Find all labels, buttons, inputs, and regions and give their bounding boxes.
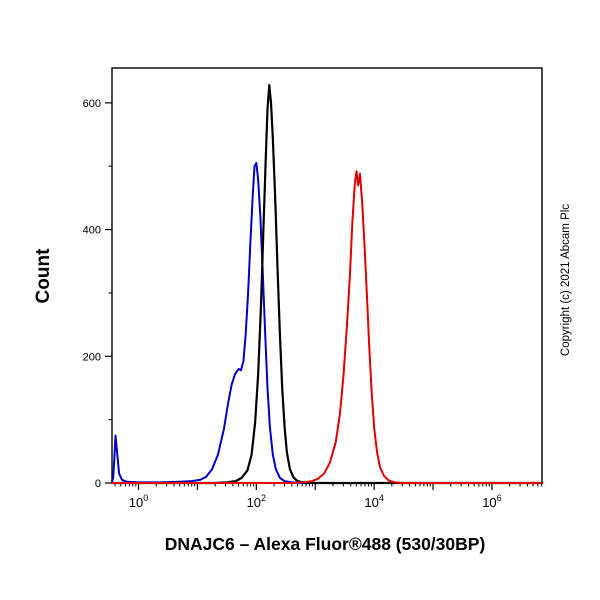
y-tick-label: 0 bbox=[95, 478, 101, 490]
red-curve bbox=[111, 170, 543, 484]
x-tick-label: 106 bbox=[482, 493, 501, 510]
chart-title: DNAJC6 – Alexa Fluor®488 (530/30BP) bbox=[164, 534, 486, 554]
copyright-text: Copyright (c) 2021 Abcam Plc bbox=[560, 203, 572, 357]
black-curve bbox=[110, 84, 544, 485]
x-tick-label: 100 bbox=[129, 493, 148, 510]
y-tick-label: 200 bbox=[83, 351, 101, 363]
blue-curve bbox=[111, 162, 543, 484]
plot-border bbox=[111, 67, 543, 484]
y-tick-label: 400 bbox=[83, 225, 101, 237]
x-tick-label: 102 bbox=[247, 493, 266, 510]
y-tick-label: 600 bbox=[83, 98, 101, 110]
x-tick-label: 104 bbox=[364, 493, 383, 510]
